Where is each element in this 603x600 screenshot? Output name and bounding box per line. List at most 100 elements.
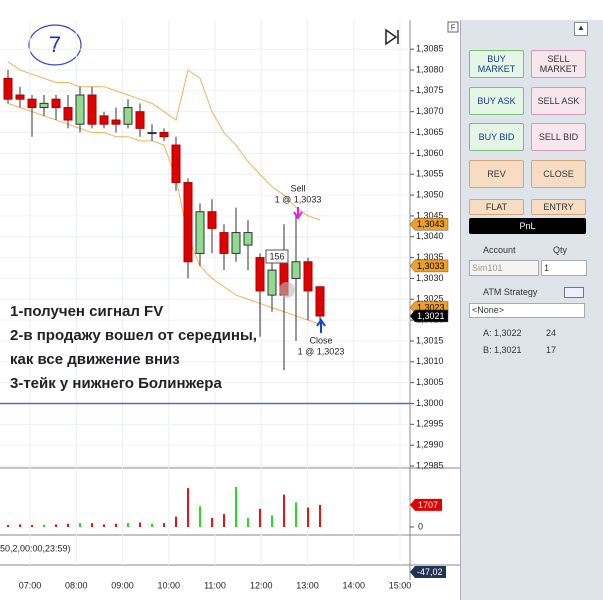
badge-circle [28,24,82,66]
box-label-bg [265,249,289,264]
sell-label: Sell [290,183,305,193]
candle-body [171,144,181,184]
candle-body [159,132,169,138]
bid-price: B: 1,3021 [483,345,522,355]
indicator-marker-label: -47,02 [417,567,443,577]
volume-bar [127,523,129,527]
order-button[interactable]: SELL MARKET [531,50,586,78]
candle-body [303,261,313,292]
y-tick-label: 1,3005 [416,377,444,387]
order-button[interactable]: REV [469,160,524,188]
order-button[interactable]: BUY MARKET [469,50,524,78]
candle-body [99,115,109,125]
note-line: 2-в продажу вошел от середины, [10,327,257,344]
bid-size: 17 [546,345,557,355]
volume-bar [7,525,9,527]
candle-body [183,182,193,263]
volume-marker [410,498,442,511]
candle-body [207,211,217,229]
x-tick-label: 12:00 [250,580,273,590]
volume-bar [139,522,141,527]
price-marker-label: 1,3023 [417,302,445,312]
y-tick-label: 1,3050 [416,189,444,199]
volume-bar [43,524,45,527]
y-tick-label: 1,3030 [416,273,444,283]
badge: 7 [49,32,61,57]
volume-bar [319,504,321,527]
scroll-up[interactable]: ▲ [574,22,588,36]
volume-bar [175,516,177,527]
candle-body [315,286,325,317]
qty-input[interactable]: 1 [541,260,587,276]
volume-bar [271,515,273,527]
entry-button[interactable]: ENTRY [531,199,586,215]
note-line: 3-тейк у нижнего Болинжера [10,375,222,392]
x-tick-label: 09:00 [111,580,134,590]
volume-bar [151,523,153,527]
price-marker-label: 1,3033 [417,261,445,271]
order-button[interactable]: CLOSE [531,160,586,188]
scroll-end[interactable] [385,28,399,46]
sell-arrow [293,207,303,220]
candle-body [15,94,25,100]
candle-body [63,107,73,121]
f-button[interactable] [447,21,459,33]
price-marker [409,309,449,323]
fill-marker [279,282,295,298]
volume-bar [211,517,213,527]
volume-bar [295,502,297,527]
candle-body [195,211,205,254]
ask-size: 24 [546,328,557,338]
order-button[interactable]: SELL ASK [531,87,586,115]
pnl-bar: PnL [469,218,586,234]
atm-select[interactable]: <None> [469,303,585,318]
order-button[interactable]: SELL BID [531,123,586,151]
y-tick-label: 1,3075 [416,85,444,95]
volume-bar [235,486,237,527]
account-select[interactable]: Sim101 [469,260,539,276]
candle-body [87,94,97,125]
y-tick-label: 1,3000 [416,398,444,408]
chart: F 7 07:00 08:00 09:00 10:00 11:00 12:00 13:00 1… [0,20,460,591]
candle-body [39,102,49,109]
sell-detail: 1 @ 1,3033 [275,194,322,204]
close-arrow [316,318,326,333]
x-tick-label: 10:00 [157,580,180,590]
y-tick-label: 1,3055 [416,169,444,179]
y-tick-label: 1,3060 [416,148,444,158]
atm-label: ATM Strategy [483,287,538,297]
order-button[interactable]: BUY BID [469,123,524,151]
candle-body [51,98,61,109]
f-label: F [451,24,455,31]
price-marker [409,217,449,231]
volume-bar [31,525,33,527]
order-button[interactable]: BUY ASK [469,87,524,115]
candle-body [267,269,277,296]
close-detail: 1 @ 1,3023 [298,346,345,356]
volume-bar [55,524,57,527]
y-tick-label: 1,2985 [416,460,444,470]
y-tick-label: 1,3085 [416,44,444,54]
candle-body [219,232,229,254]
y-tick-label: 1,3070 [416,106,444,116]
x-tick-label: 11:00 [204,580,226,590]
volume-bar [163,523,165,527]
note-line: 1-получен сигнал FV [10,303,163,320]
y-tick-label: 1,3035 [416,252,444,262]
y-tick-label: 1,3040 [416,231,444,241]
x-tick-label: 08:00 [65,580,88,590]
volume-bar [307,507,309,527]
x-tick-label: 13:00 [296,580,319,590]
volume-bar [19,524,21,527]
y-tick-label: 1,2995 [416,419,444,429]
flat-button[interactable]: FLAT [469,199,524,215]
order-panel: ▲ BUY MARKET SELL MARKET BUY ASK SELL ASK BU… [460,20,603,600]
y-tick-label: 1,3065 [416,127,444,137]
account-label: Account [483,245,516,255]
candle-body [291,261,301,279]
volume-marker-label: 1707 [418,500,438,510]
y-tick-label: 1,2990 [416,440,444,450]
candle-body [123,107,133,125]
atm-button[interactable] [564,287,584,298]
